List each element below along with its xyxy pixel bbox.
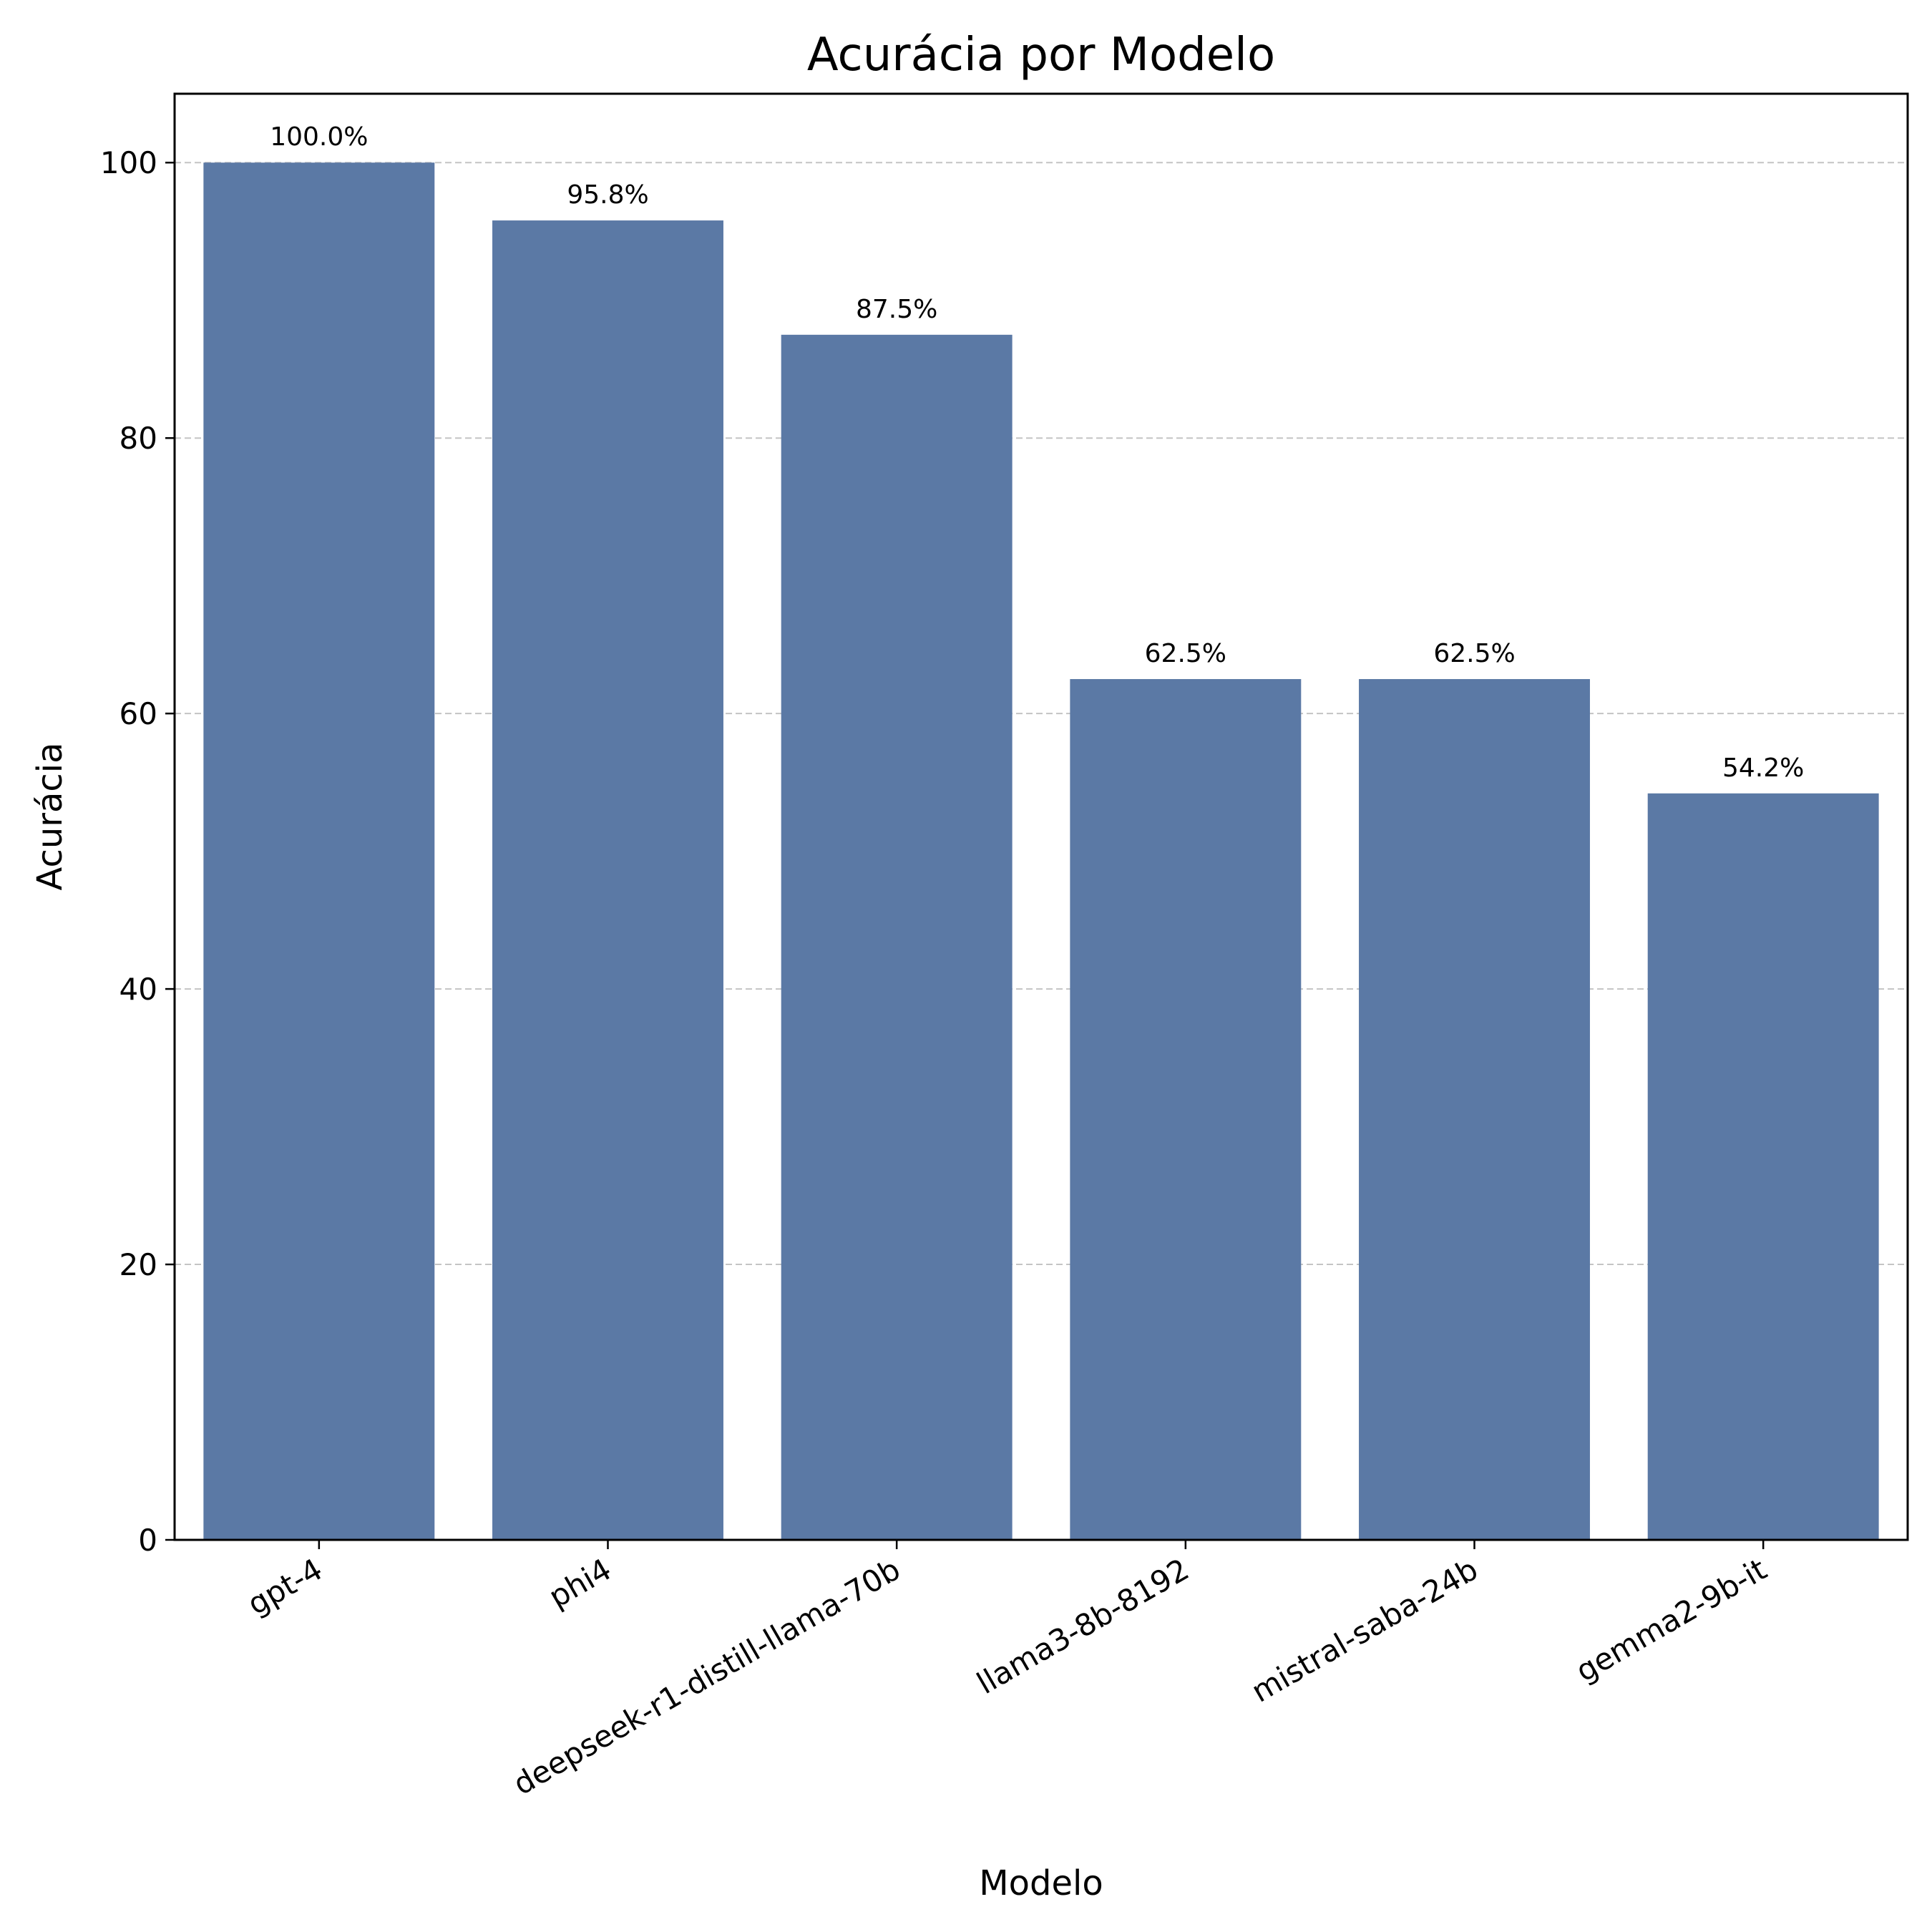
bar-value-label-deepseek-r1-distill-llama-70b: 87.5% (856, 295, 937, 324)
xtick-label-gpt-4: gpt-4 (242, 1551, 328, 1621)
ytick-label-40: 40 (119, 972, 157, 1007)
bar-value-labels: 100.0% 95.8% 87.5% 62.5% 62.5% 54.2% (270, 122, 1804, 783)
bar-llama3-8b-8192 (1070, 679, 1302, 1540)
y-axis-ticks: 0 20 40 60 80 100 (100, 145, 175, 1558)
bar-value-label-gemma2-9b-it: 54.2% (1722, 753, 1804, 783)
y-axis-label: Acurácia (30, 742, 70, 890)
plot-frame (173, 92, 1909, 1541)
bar-mistral-saba-24b (1359, 679, 1590, 1540)
xtick-label-mistral-saba-24b: mistral-saba-24b (1246, 1551, 1484, 1709)
ytick-label-80: 80 (119, 421, 157, 456)
bar-value-label-gpt-4: 100.0% (270, 122, 368, 152)
x-axis-label: Modelo (979, 1863, 1103, 1903)
y-gridlines (175, 162, 1908, 1266)
ytick-label-0: 0 (138, 1523, 157, 1558)
bar-phi4 (492, 220, 723, 1540)
chart-title: Acurácia por Modelo (807, 29, 1275, 82)
bar-deepseek-r1-distill-llama-70b (781, 334, 1013, 1540)
bar-value-label-llama3-8b-8192: 62.5% (1145, 639, 1226, 668)
xtick-label-gemma2-9b-it: gemma2-9b-it (1570, 1551, 1772, 1689)
bar-value-label-phi4: 95.8% (567, 180, 648, 210)
ytick-label-100: 100 (100, 145, 157, 180)
bars (203, 162, 1879, 1541)
bar-gpt-4 (203, 162, 435, 1541)
xtick-label-phi4: phi4 (543, 1551, 618, 1614)
ytick-label-60: 60 (119, 696, 157, 731)
bar-gemma2-9b-it (1647, 793, 1879, 1540)
ytick-label-20: 20 (119, 1247, 157, 1282)
xtick-label-llama3-8b-8192: llama3-8b-8192 (971, 1551, 1195, 1701)
bar-value-label-mistral-saba-24b: 62.5% (1433, 639, 1515, 668)
